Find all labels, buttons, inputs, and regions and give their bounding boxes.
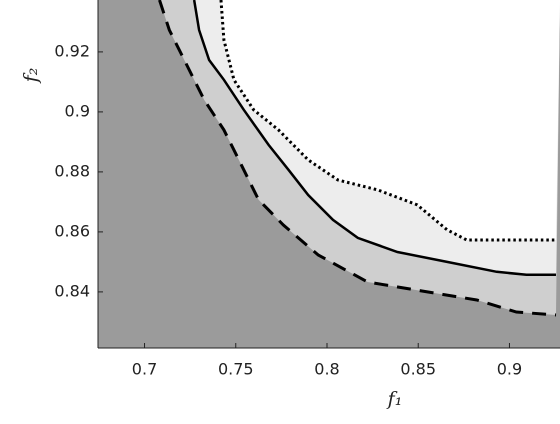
region xyxy=(220,0,560,240)
x-tick-label: 0.7 xyxy=(132,360,157,379)
x-tick-label: 0.85 xyxy=(400,360,436,379)
x-tick-label: 0.9 xyxy=(497,360,522,379)
x-tick-label: 0.8 xyxy=(314,360,339,379)
y-tick-label: 0.9 xyxy=(65,101,90,120)
y-tick-label: 0.92 xyxy=(54,41,90,60)
series-line xyxy=(158,0,557,317)
x-axis-label: f₁ xyxy=(386,388,403,410)
plot: 0.7 0.75 0.8 0.85 0.9 0.84 0.86 0.88 0.9 0.92 xyxy=(54,0,560,379)
y-tick-label: 0.84 xyxy=(54,281,90,300)
y-tick-label: 0.86 xyxy=(54,221,90,240)
x-tick-label: 0.75 xyxy=(218,360,254,379)
series-line xyxy=(219,0,556,242)
y-tick-label: 0.88 xyxy=(54,161,90,180)
y-axis-label: f₂ xyxy=(20,68,42,85)
series-line xyxy=(192,0,556,277)
